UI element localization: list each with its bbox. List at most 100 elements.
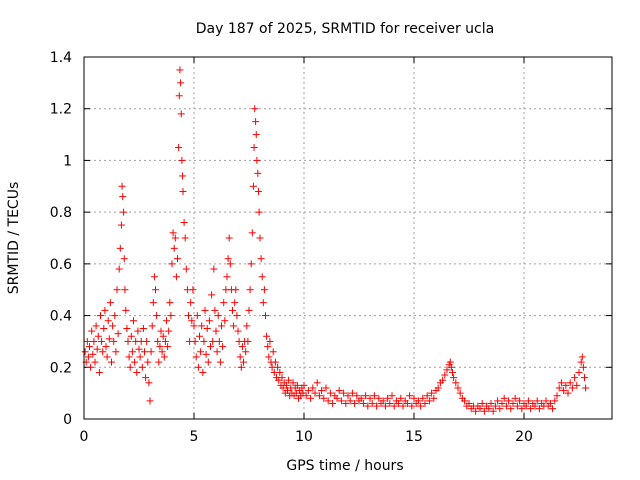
data-point (247, 260, 255, 268)
data-point (456, 389, 464, 397)
data-point (505, 397, 513, 405)
data-point (293, 381, 301, 389)
data-point (414, 397, 422, 405)
data-point (406, 392, 414, 400)
data-point (128, 348, 136, 356)
data-point (119, 193, 127, 201)
data-point (236, 353, 244, 361)
data-point (276, 368, 284, 376)
data-point (135, 345, 143, 353)
data-point (368, 399, 376, 407)
data-point (496, 405, 504, 413)
data-point (95, 368, 103, 376)
data-point (166, 299, 174, 307)
data-point (454, 384, 462, 392)
data-point (434, 384, 442, 392)
data-point (370, 392, 378, 400)
data-point (139, 325, 147, 332)
data-point (446, 358, 454, 366)
data-point (342, 399, 350, 407)
data-point (253, 156, 261, 164)
x-tick-label: 20 (515, 429, 533, 445)
data-point (148, 322, 156, 330)
x-tick-label: 0 (80, 429, 89, 445)
data-point (199, 368, 207, 376)
data-point (170, 244, 178, 252)
data-point (144, 358, 152, 366)
data-point (114, 330, 122, 338)
data-point (302, 392, 310, 400)
data-point (146, 397, 154, 405)
data-point (428, 389, 436, 397)
data-point (238, 343, 246, 351)
data-point (337, 397, 345, 405)
data-point (348, 389, 356, 397)
data-point (553, 392, 561, 400)
data-point (212, 327, 220, 335)
data-point (117, 221, 125, 229)
data-point (307, 394, 315, 402)
data-point (164, 343, 172, 351)
data-point (112, 348, 120, 356)
data-point (220, 299, 228, 307)
data-point (491, 402, 499, 410)
data-point (141, 348, 148, 356)
data-point (193, 312, 201, 320)
data-point (131, 358, 139, 366)
data-point (179, 172, 187, 180)
data-point (289, 379, 297, 387)
data-point (399, 402, 407, 410)
data-point (315, 392, 323, 400)
data-point (326, 389, 334, 397)
data-point (498, 399, 506, 407)
data-point (258, 273, 266, 281)
data-point (234, 327, 242, 335)
data-point (542, 397, 550, 405)
data-point (513, 402, 521, 410)
data-point (159, 332, 167, 340)
data-point (546, 399, 554, 407)
data-point (560, 387, 568, 395)
data-point (101, 306, 109, 314)
data-point (509, 399, 517, 407)
data-point (344, 392, 352, 400)
data-point (224, 255, 232, 263)
data-point (362, 392, 370, 400)
data-point (180, 218, 188, 226)
data-point (124, 337, 132, 345)
data-point (518, 405, 526, 413)
data-point (150, 273, 158, 281)
data-point (329, 399, 337, 407)
data-point (452, 379, 460, 387)
data-point (555, 384, 563, 392)
data-point (99, 348, 107, 356)
data-point (243, 322, 251, 330)
data-point (571, 374, 579, 382)
data-point (245, 306, 253, 314)
data-point (204, 358, 212, 366)
data-point (108, 358, 115, 366)
data-point (264, 343, 272, 351)
data-point (102, 343, 110, 351)
data-point (502, 402, 510, 410)
data-point (516, 397, 524, 405)
chart-title: Day 187 of 2025, SRMTID for receiver ucl… (196, 21, 494, 37)
data-point (185, 312, 192, 320)
y-tick-label: 0.2 (50, 360, 72, 376)
data-point (237, 363, 245, 371)
data-point (480, 407, 488, 415)
data-point (449, 368, 456, 376)
data-point (233, 312, 241, 320)
data-point (120, 255, 128, 263)
data-point (465, 399, 473, 407)
data-point (478, 399, 486, 407)
data-point (557, 379, 565, 387)
data-point (265, 353, 273, 361)
data-point (311, 389, 319, 397)
data-point (126, 363, 134, 371)
data-point (208, 291, 216, 299)
x-tick-labels: 0 5 10 15 20 (80, 429, 533, 445)
data-point (579, 363, 587, 371)
data-point (568, 384, 576, 392)
